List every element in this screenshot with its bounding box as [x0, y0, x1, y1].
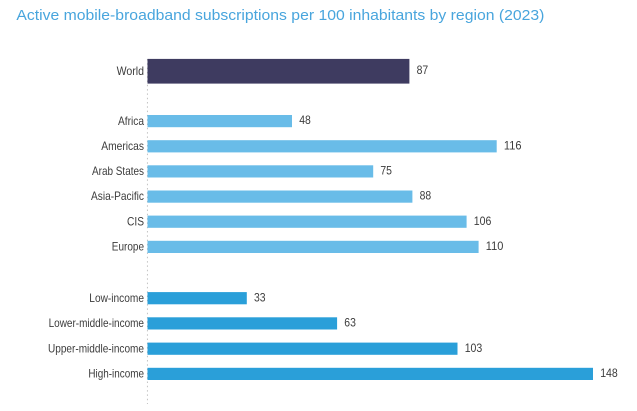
svg-text:63: 63	[344, 316, 356, 330]
svg-text:110: 110	[486, 239, 504, 253]
svg-text:Arab States: Arab States	[92, 164, 144, 178]
svg-text:Active mobile-broadband subscr: Active mobile-broadband subscriptions pe…	[16, 7, 544, 24]
svg-text:116: 116	[504, 138, 522, 152]
svg-text:Upper-middle-income: Upper-middle-income	[48, 341, 144, 355]
svg-text:Lower-middle-income: Lower-middle-income	[49, 316, 145, 330]
svg-text:103: 103	[465, 341, 483, 355]
svg-text:48: 48	[299, 113, 311, 127]
svg-text:Americas: Americas	[101, 139, 144, 153]
svg-text:106: 106	[474, 214, 492, 228]
svg-text:148: 148	[600, 366, 618, 380]
svg-text:World: World	[117, 64, 144, 78]
svg-text:Africa: Africa	[118, 114, 144, 128]
svg-text:75: 75	[380, 164, 392, 178]
svg-text:Europe: Europe	[112, 240, 144, 254]
svg-text:Low-income: Low-income	[89, 291, 144, 305]
svg-text:88: 88	[420, 189, 432, 203]
svg-text:87: 87	[417, 63, 429, 77]
svg-text:Asia-Pacific: Asia-Pacific	[91, 189, 144, 203]
svg-text:CIS: CIS	[127, 214, 144, 228]
svg-text:33: 33	[254, 290, 266, 304]
svg-text:High-income: High-income	[88, 367, 144, 381]
